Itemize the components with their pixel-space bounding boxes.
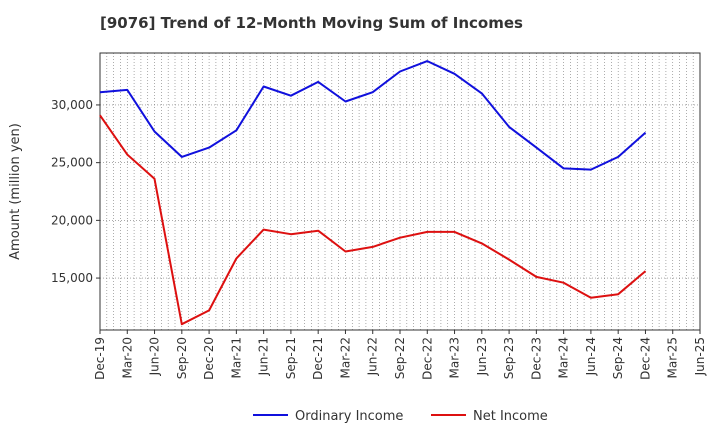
x-tick-label: Dec-21	[311, 337, 325, 380]
x-tick-label: Dec-20	[202, 337, 216, 380]
x-tick-label: Sep-20	[175, 337, 189, 379]
x-tick-label: Dec-24	[638, 337, 652, 380]
x-tick-label: Jun-24	[584, 337, 598, 376]
series-line-ordinary-income	[99, 60, 647, 171]
x-axis-ticks: Dec-19 Mar-20 Jun-20 Sep-20 Dec-20 Mar-21 Jun-…	[93, 330, 707, 380]
y-tick-label: 15,000	[51, 271, 93, 285]
y-tick-label: 25,000	[51, 156, 93, 170]
x-tick-label: Jun-25	[693, 337, 707, 376]
chart-title: [9076] Trend of 12-Month Moving Sum of I…	[100, 14, 523, 32]
x-tick-label: Mar-25	[666, 337, 680, 378]
x-tick-label: Dec-23	[529, 337, 543, 380]
x-tick-label: Jun-23	[475, 337, 489, 376]
legend-label-net-income: Net Income	[473, 409, 548, 424]
x-tick-label: Mar-20	[120, 337, 134, 378]
x-tick-label: Mar-23	[448, 337, 462, 378]
x-tick-label: Jun-21	[257, 337, 271, 376]
x-tick-label: Mar-24	[557, 337, 571, 378]
series-line-net-income	[99, 114, 647, 326]
grid-layer	[100, 53, 700, 330]
y-tick-label: 30,000	[51, 98, 93, 112]
y-axis-ticks: 15,000 20,000 25,000 30,000	[51, 98, 100, 285]
y-tick-label: 20,000	[51, 213, 93, 227]
x-tick-label: Jun-20	[148, 337, 162, 376]
x-tick-label: Mar-22	[338, 337, 352, 378]
x-tick-label: Sep-24	[611, 337, 625, 379]
x-tick-label: Jun-22	[366, 337, 380, 376]
legend: Ordinary Income Net Income	[253, 409, 548, 424]
x-tick-label: Dec-19	[93, 337, 107, 380]
x-tick-label: Sep-23	[502, 337, 516, 379]
x-tick-label: Sep-22	[393, 337, 407, 379]
x-tick-label: Dec-22	[420, 337, 434, 380]
x-tick-label: Sep-21	[284, 337, 298, 379]
y-axis-label: Amount (million yen)	[8, 123, 23, 260]
series-layer	[99, 60, 647, 326]
legend-label-ordinary-income: Ordinary Income	[295, 409, 403, 424]
x-tick-label: Mar-21	[229, 337, 243, 378]
